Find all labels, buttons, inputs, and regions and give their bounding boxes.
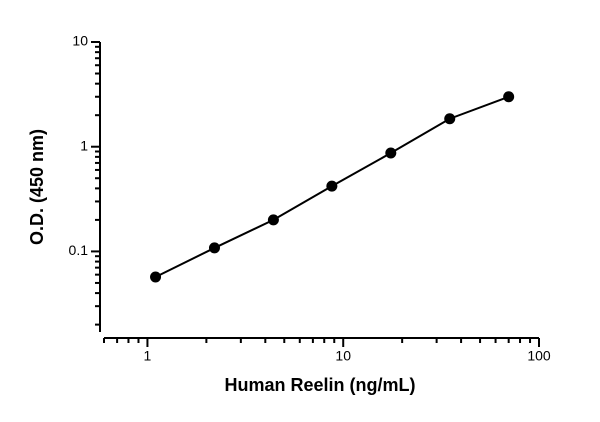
y-tick-label: 0.1 xyxy=(69,242,89,258)
y-tick-label: 10 xyxy=(72,33,88,49)
data-point xyxy=(326,180,338,192)
data-point xyxy=(385,147,397,159)
x-tick-label: 1 xyxy=(144,348,152,364)
x-tick-label: 10 xyxy=(335,348,351,364)
y-axis-title: O.D. (450 nm) xyxy=(27,129,47,245)
x-tick-label: 100 xyxy=(527,348,551,364)
data-point xyxy=(208,242,220,254)
y-tick-label: 1 xyxy=(80,137,88,153)
data-point xyxy=(503,91,515,103)
data-point xyxy=(444,113,456,125)
x-axis-title: Human Reelin (ng/mL) xyxy=(224,375,415,395)
data-point xyxy=(150,271,162,283)
data-point xyxy=(267,214,279,226)
